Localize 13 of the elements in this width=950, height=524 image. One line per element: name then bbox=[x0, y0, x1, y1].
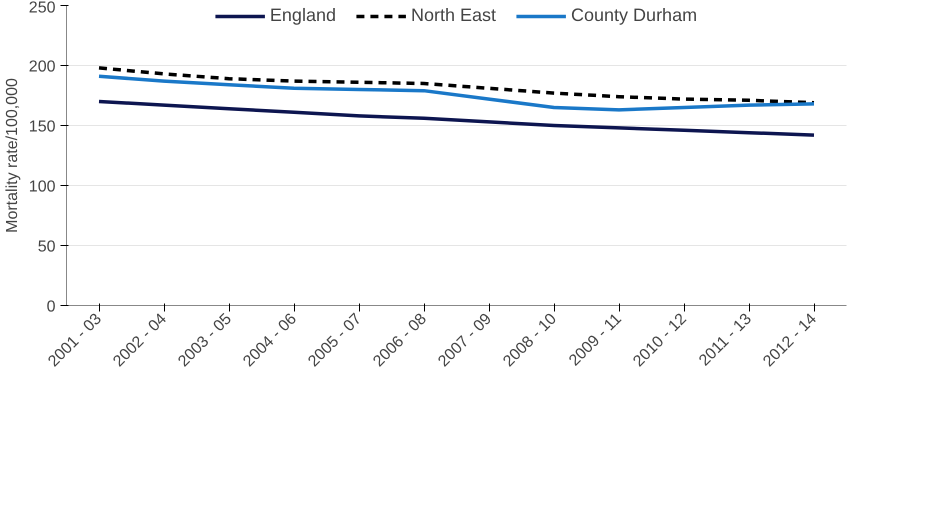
line-series bbox=[97, 74, 816, 112]
line-series bbox=[97, 66, 816, 104]
legend-label: County Durham bbox=[571, 5, 698, 26]
line-series bbox=[97, 100, 816, 137]
y-tick-label: 0 bbox=[46, 298, 56, 316]
y-tick-label: 200 bbox=[28, 58, 56, 76]
y-tick-label: 100 bbox=[28, 178, 56, 196]
y-axis-title: Mortality rate/100,000 bbox=[4, 78, 21, 233]
y-tick-label: 50 bbox=[38, 238, 56, 256]
y-tick-label: 150 bbox=[28, 118, 56, 136]
y-tick-label: 250 bbox=[28, 0, 56, 16]
legend-label: England bbox=[270, 5, 336, 26]
legend-label: North East bbox=[410, 5, 496, 26]
